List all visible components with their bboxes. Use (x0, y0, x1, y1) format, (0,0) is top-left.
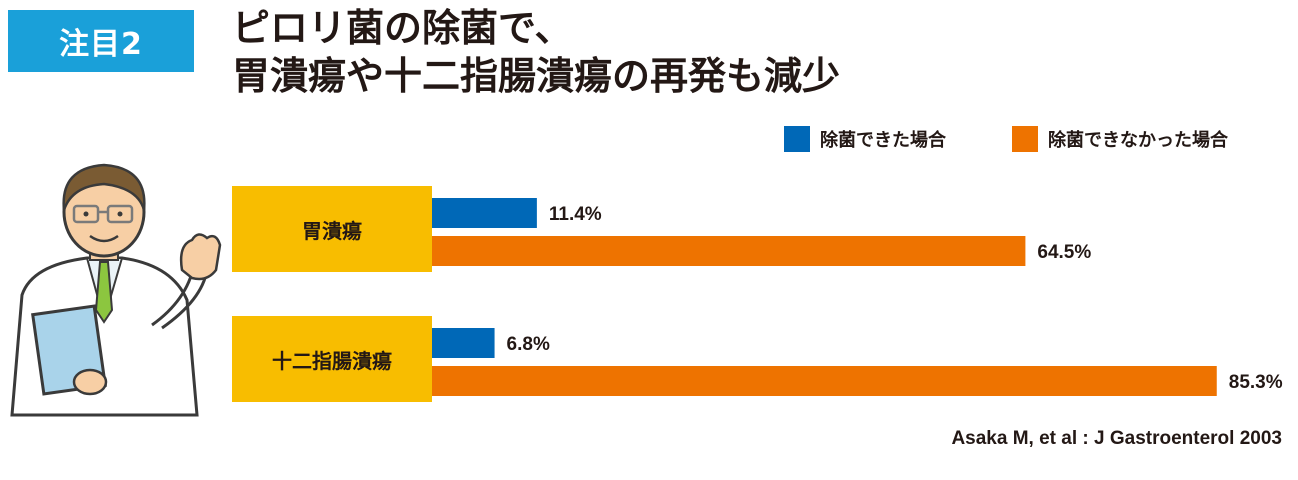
legend-item-eradicated: 除菌できた場合 (784, 126, 946, 152)
data-label-not-eradicated-0: 64.5% (1037, 242, 1091, 263)
category-label-1: 十二指腸潰瘍 (232, 316, 432, 402)
data-label-eradicated-1: 6.8% (507, 334, 550, 355)
badge: 注目2 (8, 10, 194, 72)
bar-eradicated-0 (432, 198, 537, 228)
legend-swatch-eradicated (784, 126, 810, 152)
legend-label-not-eradicated: 除菌できなかった場合 (1048, 130, 1228, 151)
legend-item-not-eradicated: 除菌できなかった場合 (1012, 126, 1228, 152)
source-citation: Asaka M, et al : J Gastroenterol 2003 (951, 428, 1282, 449)
bar-not-eradicated-1 (432, 366, 1217, 396)
bar-eradicated-1 (432, 328, 495, 358)
title-line-1: ピロリ菌の除菌で、 (232, 6, 573, 50)
title-line-2: 胃潰瘍や十二指腸潰瘍の再発も減少 (232, 54, 841, 98)
legend-swatch-not-eradicated (1012, 126, 1038, 152)
category-label-0: 胃潰瘍 (232, 186, 432, 272)
data-label-not-eradicated-1: 85.3% (1229, 372, 1283, 393)
chart-title: ピロリ菌の除菌で、 胃潰瘍や十二指腸潰瘍の再発も減少 (232, 4, 840, 100)
data-label-eradicated-0: 11.4% (549, 204, 602, 225)
legend-label-eradicated: 除菌できた場合 (820, 130, 946, 151)
doctor-illustration (10, 163, 222, 417)
bar-not-eradicated-0 (432, 236, 1026, 266)
